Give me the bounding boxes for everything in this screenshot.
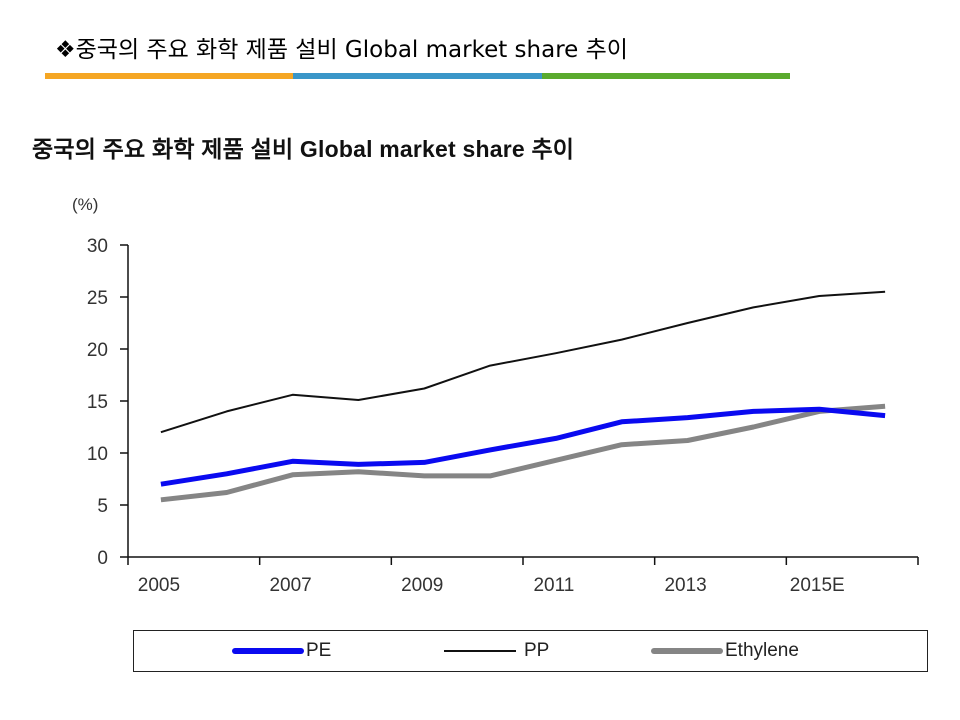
x-tick-label: 2005: [138, 575, 180, 596]
accent-bar-green: [541, 73, 790, 79]
axes: 0 5 10 15 20 25 30 2005 2007 2009 2011 2013 2015E: [87, 236, 919, 596]
title-accent-bar: [45, 73, 790, 79]
line-chart: (%) 0 5 10 15 20 25 30 2005 2007 2009 2011 2013 2015…: [72, 195, 919, 596]
accent-bar-blue: [293, 73, 542, 79]
y-tick-label: 15: [87, 392, 108, 413]
y-tick-label: 20: [87, 340, 108, 361]
legend-label-ethylene: Ethylene: [725, 640, 799, 661]
legend-swatch-pp: [444, 650, 516, 652]
series-line-ethylene: [160, 403, 886, 503]
legend-label-pe: PE: [306, 640, 332, 661]
y-tick-label: 25: [87, 288, 108, 309]
y-tick-label: 5: [97, 496, 108, 517]
x-tick-label: 2015E: [790, 575, 845, 596]
x-tick-label: 2013: [664, 575, 706, 596]
slide-title: ❖중국의 주요 화학 제품 설비 Global market share 추이: [55, 37, 628, 63]
legend: PE PP Ethylene: [133, 630, 928, 672]
y-axis-label: (%): [72, 195, 98, 214]
legend-swatch-pe: [232, 648, 304, 654]
series-line-pp: [160, 290, 886, 434]
legend-label-pp: PP: [524, 640, 550, 661]
x-tick-label: 2007: [269, 575, 311, 596]
x-tick-label: 2009: [401, 575, 443, 596]
y-tick-label: 10: [87, 444, 108, 465]
series-line-pe: [160, 406, 886, 487]
legend-item-pp: PP: [444, 639, 549, 663]
x-tick-label: 2011: [533, 575, 574, 596]
accent-bar-orange: [45, 73, 294, 79]
y-tick-label: 0: [97, 548, 108, 569]
y-tick-label: 30: [87, 236, 108, 257]
legend-swatch-ethylene: [651, 648, 723, 654]
series-lines: [160, 290, 886, 503]
legend-item-ethylene: Ethylene: [651, 639, 799, 663]
chart-title: 중국의 주요 화학 제품 설비 Global market share 추이: [32, 136, 575, 162]
legend-item-pe: PE: [232, 639, 331, 663]
